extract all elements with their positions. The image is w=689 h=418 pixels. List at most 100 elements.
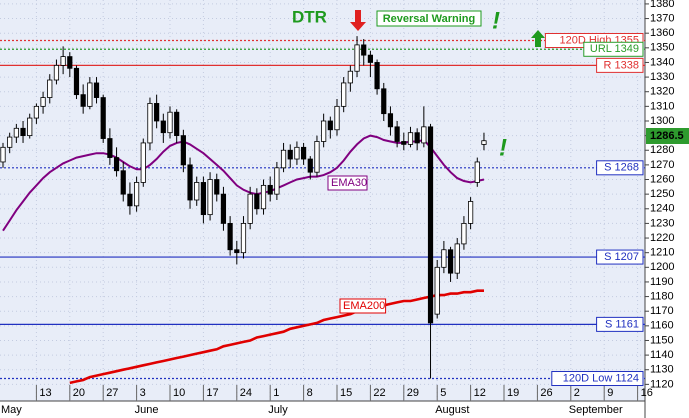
y-tick-label: 1340: [650, 56, 674, 68]
x-tick-label: 15: [340, 387, 352, 399]
candle-body: [367, 54, 374, 63]
y-tick-label: 1180: [650, 290, 674, 302]
candle-body: [267, 184, 273, 195]
candle-body: [133, 182, 140, 207]
y-tick-label: 1260: [650, 173, 674, 185]
level-box: [596, 160, 644, 176]
candle-body: [53, 64, 60, 81]
y-tick-label: 1230: [650, 217, 674, 229]
candle-body: [394, 126, 400, 142]
x-tick-label: 16: [641, 387, 653, 399]
candle-body: [147, 103, 153, 144]
indicator-label: EMA200: [343, 300, 385, 312]
candle-body: [47, 79, 53, 98]
y-tick-label: 1130: [650, 364, 674, 376]
candle-body: [154, 103, 160, 122]
x-tick-label: 26: [540, 387, 552, 399]
candle-body: [287, 149, 293, 160]
candle-body: [341, 82, 347, 107]
candle-body: [314, 141, 320, 173]
candle-body: [294, 146, 300, 160]
candle-body: [93, 82, 100, 98]
y-tick-label: 1160: [650, 320, 674, 332]
axis-background: [0, 401, 645, 418]
y-tick-label: 1360: [650, 27, 674, 39]
candle-body: [7, 136, 13, 148]
candle-body: [194, 182, 200, 201]
y-tick-label: 1190: [650, 276, 674, 288]
price-tag: [646, 128, 689, 144]
y-tick-label: 1140: [650, 349, 674, 361]
x-tick-label: 19: [507, 387, 519, 399]
down-arrow: [350, 10, 366, 31]
y-tick-label: 1200: [650, 261, 674, 273]
candle-body: [87, 82, 93, 107]
candle-body: [0, 146, 6, 163]
candle-body: [20, 127, 26, 137]
candle-body: [67, 56, 73, 69]
candle-body: [167, 111, 173, 134]
y-tick-label: 1320: [650, 86, 674, 98]
candle-body: [254, 193, 260, 210]
candle-body: [441, 249, 447, 268]
candle-body: [80, 94, 86, 107]
candle-body: [260, 184, 267, 210]
candle-body: [474, 161, 480, 183]
candle-body: [401, 141, 407, 145]
candle-body: [120, 170, 126, 195]
x-tick-label: 17: [206, 387, 218, 399]
indicator-box: [339, 298, 387, 314]
indicator-line: [69, 289, 484, 385]
month-label: August: [435, 404, 469, 416]
candle-body: [40, 97, 46, 107]
signal-label: DTR: [292, 7, 327, 26]
y-tick-label: 1310: [650, 100, 674, 112]
y-tick-label: 1150: [650, 334, 674, 346]
candle-body: [187, 164, 193, 201]
y-tick-label: 1330: [650, 71, 674, 83]
x-tick-label: 29: [407, 387, 419, 399]
level-label: R 1338: [604, 59, 639, 71]
candle-body: [321, 120, 327, 142]
level-label: 120D Low 1124: [563, 372, 639, 384]
candle-body: [247, 193, 253, 224]
candle-body: [374, 62, 380, 90]
candle-body: [227, 223, 233, 251]
x-tick-label: 22: [373, 387, 385, 399]
axis-background: [645, 0, 689, 418]
candle-body: [414, 132, 420, 144]
candle-body: [307, 158, 313, 173]
x-tick-label: 10: [173, 387, 185, 399]
month-label: September: [569, 404, 623, 416]
alert-mark: !: [492, 7, 500, 34]
candle-body: [274, 167, 280, 195]
candle-body: [334, 105, 340, 131]
level-label: S 1268: [604, 162, 639, 174]
candle-body: [220, 193, 227, 224]
alert-mark: !: [499, 134, 507, 161]
candle-body: [73, 67, 80, 96]
candle-body: [234, 249, 240, 254]
candle-body: [33, 105, 40, 119]
y-tick-label: 1250: [650, 188, 674, 200]
candle-body: [454, 243, 460, 274]
indicator-box: [327, 175, 368, 191]
y-tick-label: 1370: [650, 12, 674, 24]
month-label: May: [1, 404, 22, 416]
level-box: [596, 316, 644, 332]
candle-body: [427, 126, 434, 324]
candle-body: [27, 117, 33, 137]
y-tick-label: 1300: [650, 115, 674, 127]
y-tick-label: 1120: [650, 378, 674, 390]
candle-body: [240, 223, 247, 254]
candle-body: [447, 249, 454, 274]
candle-body: [461, 223, 467, 245]
candle-body: [381, 88, 387, 115]
y-tick-label: 1220: [650, 232, 674, 244]
indicator-label: EMA30: [331, 177, 367, 189]
x-tick-label: 12: [474, 387, 486, 399]
month-label: June: [135, 404, 159, 416]
annotations: DTR Reversal Warning ! ! 1286.5: [292, 7, 689, 161]
y-tick-label: 1170: [650, 305, 674, 317]
